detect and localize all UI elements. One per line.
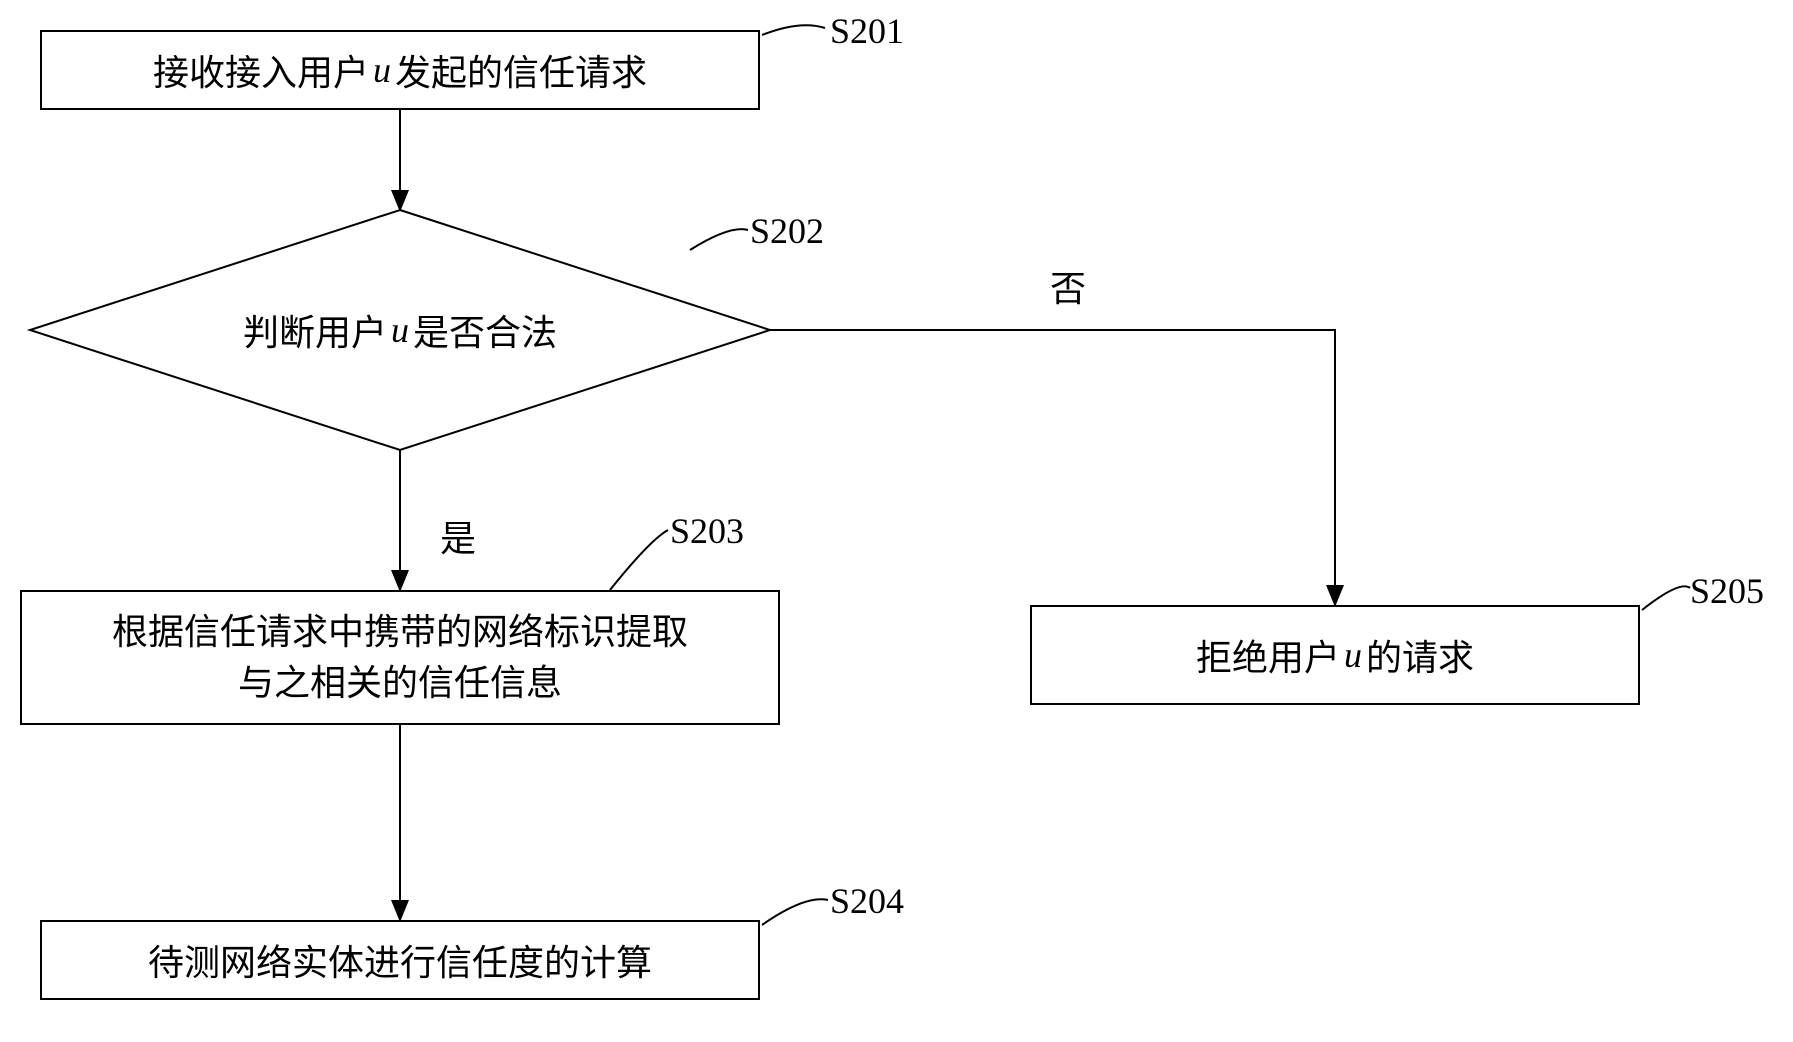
node-s204: 待测网络实体进行信任度的计算 bbox=[40, 920, 760, 1000]
s202-text-var: u bbox=[391, 309, 409, 351]
s203-line2: 与之相关的信任信息 bbox=[238, 658, 562, 708]
s202-text-post: 是否合法 bbox=[413, 304, 557, 356]
s201-text-post: 发起的信任请求 bbox=[395, 44, 647, 96]
step-label-s204: S204 bbox=[830, 880, 904, 922]
s201-text-pre: 接收接入用户 bbox=[153, 44, 369, 96]
node-s202: 判断用户 u 是否合法 bbox=[30, 210, 770, 450]
edge-label-yes: 是 bbox=[440, 510, 476, 562]
edge-s202-s205 bbox=[770, 330, 1335, 605]
s201-text-var: u bbox=[373, 49, 391, 91]
node-s205: 拒绝用户 u 的请求 bbox=[1030, 605, 1640, 705]
s205-text-post: 的请求 bbox=[1366, 629, 1474, 681]
s205-text-pre: 拒绝用户 bbox=[1196, 629, 1340, 681]
s205-text-var: u bbox=[1344, 634, 1362, 676]
s202-text-pre: 判断用户 bbox=[243, 304, 387, 356]
s204-text: 待测网络实体进行信任度的计算 bbox=[148, 934, 652, 986]
step-label-s205: S205 bbox=[1690, 570, 1764, 612]
node-s201: 接收接入用户 u 发起的信任请求 bbox=[40, 30, 760, 110]
step-label-s202: S202 bbox=[750, 210, 824, 252]
s203-line1: 根据信任请求中携带的网络标识提取 bbox=[112, 607, 688, 657]
step-label-s201: S201 bbox=[830, 10, 904, 52]
step-label-s203: S203 bbox=[670, 510, 744, 552]
node-s203: 根据信任请求中携带的网络标识提取 与之相关的信任信息 bbox=[20, 590, 780, 725]
edge-label-no: 否 bbox=[1050, 260, 1086, 312]
